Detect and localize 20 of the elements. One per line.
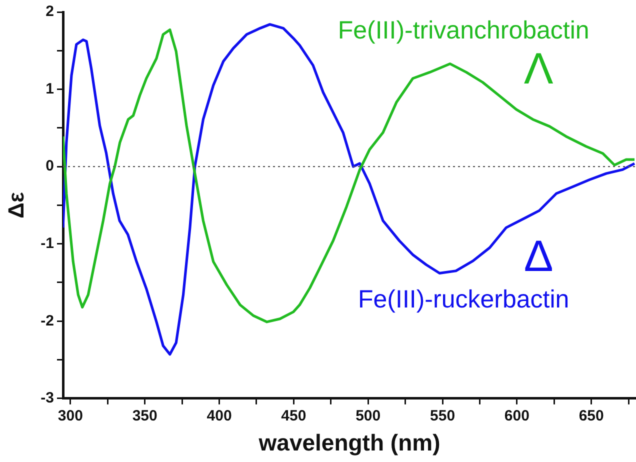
series-label: Fe(III)-ruckerbactin — [358, 286, 570, 314]
x-tick-label: 650 — [578, 408, 604, 425]
annotation: Λ — [524, 44, 554, 94]
y-tick-label: 0 — [46, 158, 54, 175]
x-tick-label: 350 — [132, 408, 158, 425]
x-tick-label: 550 — [430, 408, 456, 425]
annotation: Δ — [524, 232, 554, 281]
series-label: Fe(III)-trivanchrobactin — [338, 16, 590, 44]
x-tick-label: 500 — [356, 408, 381, 425]
y-tick-label: -3 — [40, 390, 54, 407]
x-axis-title: wavelength (nm) — [258, 430, 440, 456]
y-tick-label: 1 — [46, 80, 54, 98]
y-axis-title: Δε — [3, 192, 28, 218]
y-tick-label: -2 — [40, 312, 54, 330]
x-tick-label: 600 — [504, 408, 530, 425]
x-tick-label: 450 — [281, 408, 306, 425]
y-tick-label: 2 — [46, 3, 54, 20]
y-tick-label: -1 — [40, 234, 54, 252]
x-tick-label: 400 — [206, 408, 232, 425]
x-tick-label: 300 — [58, 408, 83, 425]
